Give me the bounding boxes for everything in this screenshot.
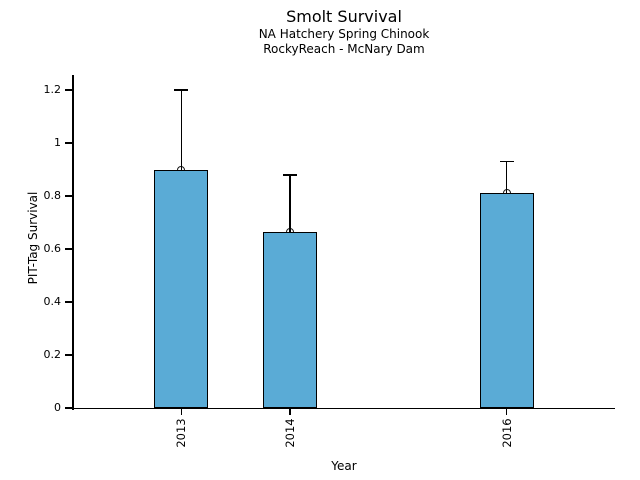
x-axis-label: Year: [331, 459, 357, 473]
chart-subtitle-line1: NA Hatchery Spring Chinook: [258, 27, 430, 41]
x-tick-label: 2013: [174, 418, 189, 448]
y-tick-label: 1.2: [43, 83, 62, 96]
y-axis-label: PIT-Tag Survival: [26, 191, 40, 285]
bar: [154, 169, 209, 408]
x-tick-label: 2016: [499, 418, 514, 448]
y-tick-label: 0.6: [43, 242, 62, 255]
chart-title: Smolt Survival: [286, 7, 402, 26]
y-tick-label: 0.8: [43, 189, 62, 202]
y-tick: [65, 248, 72, 250]
x-tick: [505, 409, 508, 415]
y-tick: [65, 142, 72, 144]
y-tick: [65, 89, 72, 91]
y-tick-label: 0.2: [43, 348, 62, 361]
chart-subtitle-line2: RockyReach - McNary Dam: [263, 42, 425, 56]
x-tick: [289, 409, 291, 415]
title-block: Smolt Survival NA Hatchery Spring Chinoo…: [73, 6, 615, 57]
y-tick: [65, 301, 72, 303]
y-tick: [65, 407, 72, 409]
x-tick-label: 2014: [282, 418, 297, 448]
y-tick-label: 0: [54, 401, 61, 414]
y-tick-label: 1: [54, 136, 61, 149]
y-axis-spine: [72, 75, 74, 410]
x-axis-spine: [72, 407, 615, 409]
y-tick: [65, 354, 72, 356]
bar: [479, 193, 534, 408]
bar: [262, 231, 317, 408]
x-tick: [180, 409, 183, 415]
y-tick-label: 0.4: [43, 295, 62, 308]
y-tick: [65, 195, 72, 197]
